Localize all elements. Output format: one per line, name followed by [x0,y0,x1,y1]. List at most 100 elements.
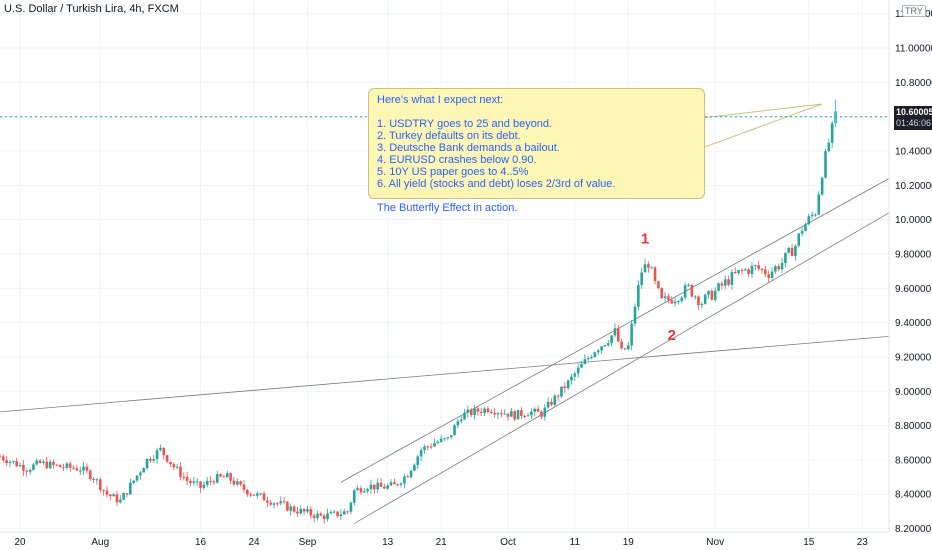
candle-body [530,411,533,416]
current-price-value: 10.60005 [896,107,932,117]
candle-body [35,460,39,465]
candle-body [476,408,480,412]
candle-body [306,509,309,512]
y-tick-label: 8.40000 [895,490,932,501]
candle-body [580,363,583,368]
candle-body [543,407,547,417]
candle-body [239,481,242,485]
candle-body [342,511,346,515]
candle-body [780,262,784,270]
candle-body [25,470,29,472]
candle-body [566,380,570,389]
candle-body [129,482,132,495]
candle-body [693,296,697,298]
candle-body [75,468,79,471]
candle-body [426,446,430,448]
annotation-callout[interactable]: Here's what I expect next: 1. USDTRY goes… [368,88,705,214]
candle-body [814,214,817,216]
candle-body [142,468,146,473]
candle-body [42,461,45,463]
candle-body [108,494,112,497]
candle-body [637,285,640,307]
candle-body [439,438,443,442]
candle-body [620,341,623,349]
candle-body [463,412,466,420]
candle-body [269,502,273,505]
candle-body [95,479,99,481]
candle-body [533,408,537,412]
candle-body [563,386,567,389]
y-tick-label: 11.00000 [895,44,932,55]
candle-body [810,214,814,217]
candle-body [727,279,730,285]
candle-body [663,296,667,299]
y-tick-label: 10.00000 [895,215,932,226]
candle-body [596,350,600,353]
candle-body [466,409,470,413]
candle-body [576,367,580,374]
candle-body [593,352,597,357]
candle-body [149,458,152,461]
candle-body [406,476,410,478]
y-tick-label: 10.20000 [895,181,932,192]
candle-body [633,306,637,324]
x-tick-label: 16 [195,537,207,548]
candle-body [209,480,212,482]
candle-body [737,270,740,274]
candle-body [249,494,252,496]
candle-body [707,290,710,295]
candle-body [787,247,791,253]
candle-body [256,493,259,496]
candle-body [162,447,166,456]
candle-body [423,446,426,450]
candle-body [195,481,199,483]
candle-body [102,489,105,491]
candle-body [282,501,286,503]
candle-body [650,267,654,269]
candle-body [770,271,774,279]
candle-body [85,466,89,471]
candle-body [55,464,59,466]
x-tick-label: Aug [91,537,109,548]
candle-body [419,449,423,457]
candle-body [369,484,373,490]
candle-body [453,425,456,436]
candle-body [45,461,49,469]
candle-body [98,479,102,490]
candle-body [723,279,727,286]
candle-body [292,506,296,512]
candle-body [546,401,550,408]
candle-body [172,464,176,468]
callout-line: 2. Turkey defaults on its debt. [377,130,521,142]
currency-badge[interactable]: TRY [902,5,926,17]
candle-body [349,502,353,512]
candle-body [720,283,724,286]
candle-body [750,265,754,275]
candle-body [88,470,92,480]
candle-body [433,443,436,447]
candle-body [115,494,119,503]
candle-body [817,194,821,215]
candle-body [690,284,694,297]
candle-body [713,290,717,300]
candle-body [152,458,156,461]
candle-body [520,410,523,416]
candle-body [510,411,513,417]
chart-title: U.S. Dollar / Turkish Lira, 4h, FXCM [4,3,179,15]
candle-body [760,268,764,270]
candle-body [65,463,69,468]
candle-body [600,346,603,351]
candle-body [606,343,610,346]
y-tick-label: 8.20000 [895,524,932,535]
trend-line-long-support [0,335,890,413]
callout-line: 4. EURUSD crashes below 0.90. [377,154,537,166]
y-tick-label: 9.00000 [895,387,932,398]
candle-body [804,224,807,231]
x-tick-label: 23 [857,537,869,548]
candle-body [667,296,670,300]
candle-body [496,413,500,415]
candle-body [296,511,299,514]
x-tick-label: Oct [500,537,516,548]
candle-body [232,480,236,485]
